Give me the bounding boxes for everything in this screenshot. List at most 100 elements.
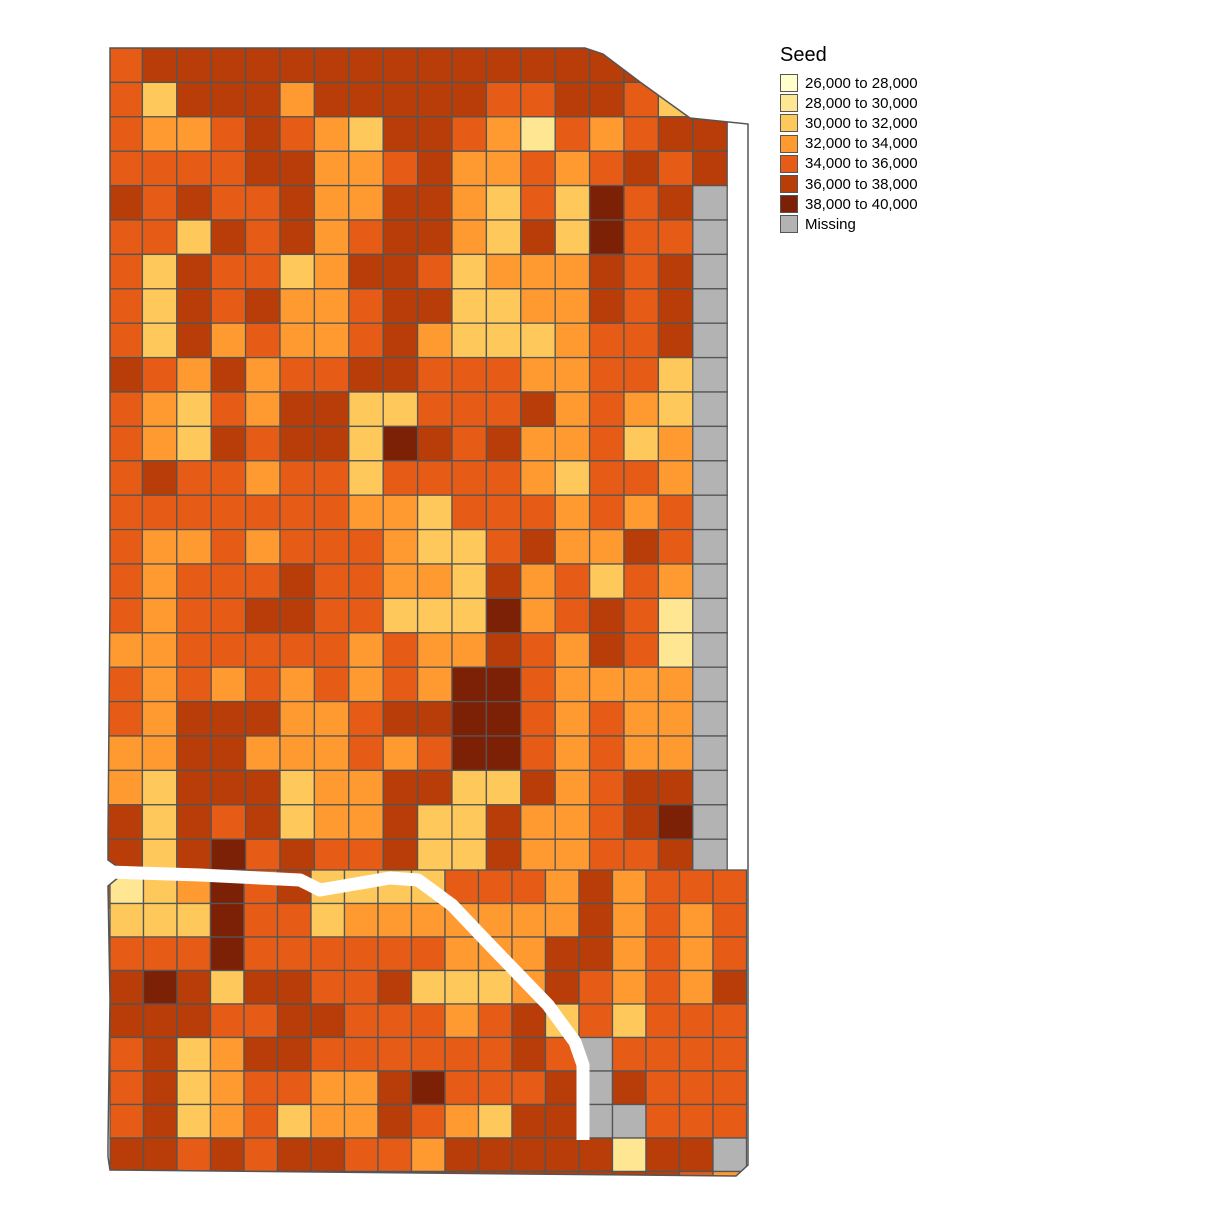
seed-cell	[520, 666, 556, 703]
seed-cell	[520, 48, 556, 84]
seed-cell	[416, 632, 453, 668]
seed-cell	[544, 1070, 580, 1106]
seed-cell	[209, 1003, 245, 1039]
seed-cell	[692, 322, 728, 359]
seed-cell	[377, 1103, 413, 1139]
seed-cell	[485, 81, 522, 118]
seed-cell	[108, 700, 144, 737]
seed-cell	[588, 356, 625, 393]
seed-cell	[310, 1003, 346, 1039]
seed-cell	[348, 700, 384, 737]
seed-cell	[511, 1036, 547, 1072]
seed-cell	[416, 563, 453, 600]
seed-cell	[611, 1070, 647, 1106]
seed-cell	[310, 1070, 346, 1106]
seed-cell	[176, 391, 212, 428]
seed-cell	[485, 116, 522, 152]
seed-cell	[176, 632, 212, 668]
seed-cell	[243, 1170, 279, 1176]
seed-cell	[588, 219, 625, 256]
seed-cell	[176, 494, 212, 531]
seed-cell	[588, 460, 625, 496]
seed-cell	[244, 116, 281, 152]
seed-cell	[416, 150, 453, 187]
seed-cell	[611, 936, 647, 972]
seed-cell	[520, 219, 556, 256]
legend-swatch	[780, 154, 798, 173]
seed-cell	[343, 969, 379, 1005]
seed-cell	[176, 804, 212, 840]
seed-cell	[623, 116, 660, 152]
seed-cell	[578, 969, 614, 1005]
seed-cell	[141, 356, 178, 393]
seed-cell	[244, 632, 281, 668]
seed-cell	[645, 1170, 681, 1176]
seed-cell	[382, 769, 419, 806]
seed-cell	[657, 597, 694, 634]
seed-cell	[109, 1103, 145, 1139]
seed-cell	[209, 1170, 245, 1176]
seed-cell	[416, 322, 453, 359]
seed-cell	[244, 219, 281, 256]
seed-cell	[348, 735, 384, 772]
seed-cell	[678, 1103, 714, 1139]
waterway-gap	[107, 865, 590, 1140]
seed-cell	[382, 116, 419, 152]
seed-cell	[410, 936, 446, 972]
seed-cell	[611, 869, 647, 905]
seed-cell	[416, 253, 453, 290]
seed-cell	[279, 184, 316, 221]
seed-cell	[313, 632, 350, 668]
seed-cell	[477, 1170, 513, 1176]
seed-cell	[477, 1070, 513, 1106]
seed-cell	[142, 1103, 178, 1139]
seed-cell	[554, 116, 591, 152]
seed-cell	[209, 936, 245, 972]
seed-cell	[279, 494, 316, 531]
seed-cell	[485, 425, 522, 462]
seed-cell	[554, 632, 591, 668]
seed-cell	[678, 902, 714, 938]
seed-cell	[588, 735, 625, 772]
seed-cell	[485, 597, 522, 634]
seed-cell	[209, 1070, 245, 1106]
seed-cell	[313, 356, 350, 393]
seed-cell	[142, 969, 178, 1005]
seed-cell	[657, 528, 694, 565]
seed-cell	[377, 1170, 413, 1176]
seed-cell	[108, 632, 144, 668]
seed-cell	[511, 1170, 547, 1176]
seed-cell	[554, 838, 591, 875]
seed-cell	[623, 528, 660, 565]
seed-cell	[554, 356, 591, 393]
seed-cell	[645, 1103, 681, 1139]
seed-cell	[279, 81, 316, 118]
seed-cell	[108, 460, 144, 496]
seed-cell	[141, 666, 178, 703]
seed-cell	[554, 184, 591, 221]
seed-cell	[485, 735, 522, 772]
seed-cell	[554, 288, 591, 324]
seed-cell	[588, 700, 625, 737]
seed-cell	[692, 150, 728, 187]
seed-cell	[645, 902, 681, 938]
seed-cell	[520, 150, 556, 187]
seed-cell	[382, 425, 419, 462]
seed-cell	[313, 425, 350, 462]
seed-cell	[623, 150, 660, 187]
seed-cell	[382, 666, 419, 703]
legend-item: 36,000 to 38,000	[780, 174, 918, 194]
seed-cell	[416, 356, 453, 393]
seed-cell	[554, 528, 591, 565]
seed-cell	[176, 563, 212, 600]
seed-cell	[141, 391, 178, 428]
seed-cell	[348, 81, 384, 118]
seed-cell	[623, 769, 660, 806]
legend-swatch	[780, 114, 798, 133]
seed-cell	[678, 869, 714, 905]
seed-cell	[244, 563, 281, 600]
seed-cell	[279, 700, 316, 737]
seed-cell	[343, 1103, 379, 1139]
seed-cell	[657, 666, 694, 703]
seed-cell	[588, 597, 625, 634]
